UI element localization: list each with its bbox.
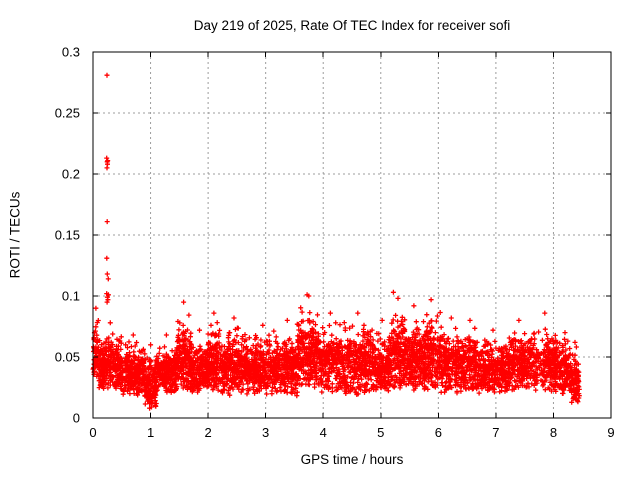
x-tick-label: 3: [262, 425, 269, 440]
plot-frame: [92, 51, 612, 419]
y-tick-label: 0.15: [55, 228, 80, 243]
y-tick-label: 0: [73, 411, 80, 426]
y-tick-label: 0.25: [55, 106, 80, 121]
y-tick-label: 0.05: [55, 350, 80, 365]
x-tick-label: 8: [550, 425, 557, 440]
x-tick-label: 5: [377, 425, 384, 440]
x-tick-label: 7: [492, 425, 499, 440]
roti-data-points: [90, 72, 582, 411]
x-tick-label: 0: [89, 425, 96, 440]
y-tick-label: 0.2: [62, 167, 80, 182]
y-tick-label: 0.1: [62, 289, 80, 304]
x-tick-label: 1: [147, 425, 154, 440]
y-tick-label: 0.3: [62, 45, 80, 60]
x-tick-label: 2: [204, 425, 211, 440]
x-tick-label: 6: [435, 425, 442, 440]
chart-title: Day 219 of 2025, Rate Of TEC Index for r…: [193, 18, 511, 33]
y-axis-label: ROTI / TECUs: [7, 191, 23, 279]
grid-lines: [93, 52, 611, 418]
x-axis-label: GPS time / hours: [300, 452, 404, 467]
x-tick-label: 4: [320, 425, 327, 440]
x-tick-label: 9: [607, 425, 614, 440]
